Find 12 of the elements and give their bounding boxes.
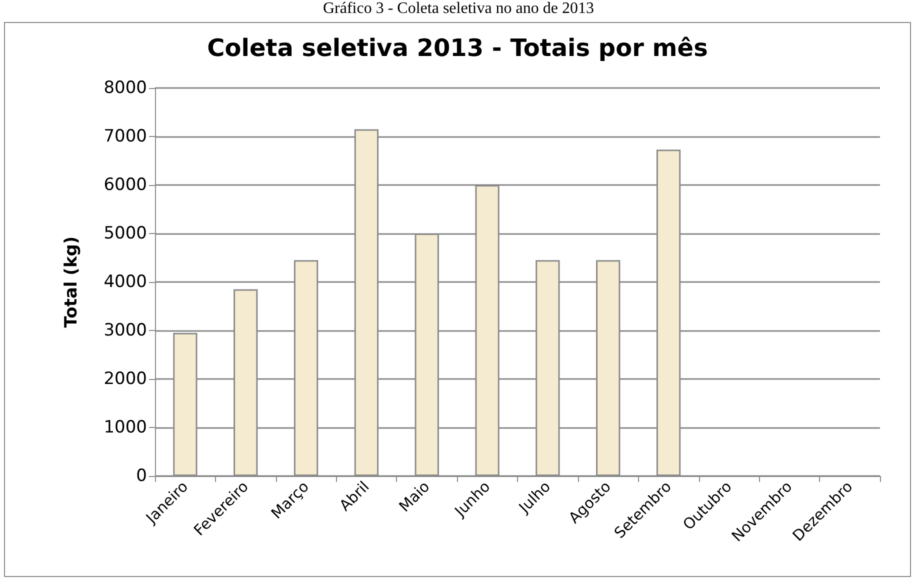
y-tick-label: 6000 (104, 175, 147, 195)
y-tick-label: 2000 (104, 369, 147, 389)
y-tick-label: 3000 (104, 320, 147, 340)
y-tick-label: 7000 (104, 126, 147, 146)
y-tick-label: 5000 (104, 224, 147, 244)
y-tick-label: 0 (136, 466, 147, 486)
y-tick-label: 1000 (104, 418, 147, 438)
y-tick-label: 4000 (104, 272, 147, 292)
chart-title: Coleta seletiva 2013 - Totais por mês (207, 34, 708, 62)
text: Gráfico 3 - Coleta seletiva no ano de 2013 (322, 0, 596, 18)
y-axis-title: Total (kg) (62, 236, 82, 328)
y-tick-label: 8000 (104, 78, 147, 98)
